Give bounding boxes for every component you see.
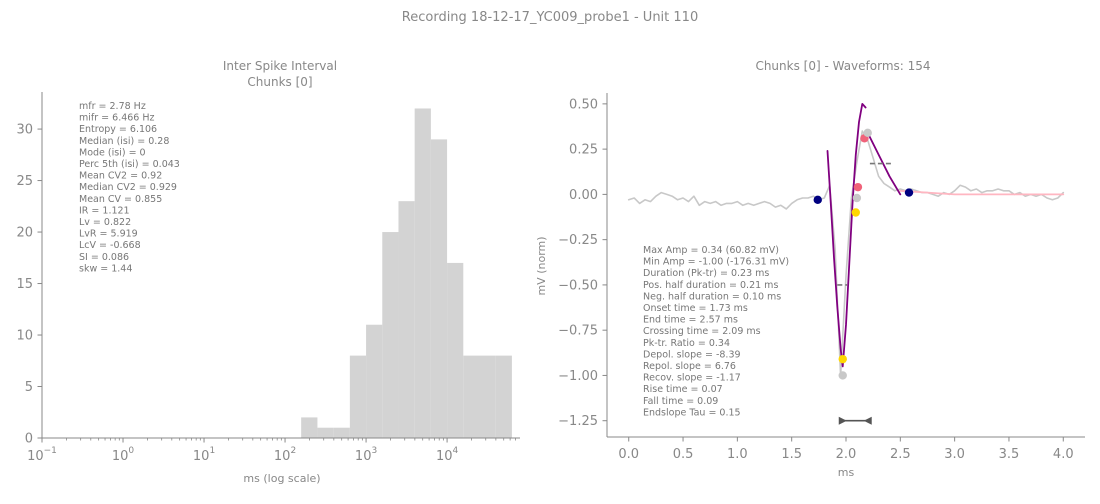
isi-bar [349,355,367,438]
waveform-stat-line: Fall time = 0.09 [643,396,718,407]
waveform-y-tick-label: 0.50 [569,97,598,112]
waveform-y-tick-label: −0.25 [558,233,598,248]
isi-bar [447,262,464,438]
depol-repol-fit-line [826,103,867,368]
figure-title: Recording 18-12-17_YC009_probe1 - Unit 1… [402,10,698,25]
isi-stat-line: SI = 0.086 [79,252,129,263]
duration-bar-right-cap [863,416,872,425]
waveform-x-tick-label: 1.0 [727,447,748,462]
isi-bar [366,324,383,438]
waveform-stat-line: Repol. slope = 6.76 [643,361,736,372]
isi-bar [333,427,350,438]
waveform-y-axis-label: mV (norm) [535,236,548,295]
waveform-title: Chunks [0] - Waveforms: 154 [755,59,930,73]
waveform-x-tick-label: 4.0 [1053,447,1074,462]
isi-stat-line: LvR = 5.919 [79,229,138,240]
waveform-x-tick-label: 3.0 [944,447,965,462]
isi-stat-line: Perc 5th (isi) = 0.043 [79,159,180,170]
waveform-chart: Chunks [0] - Waveforms: 154 ms mV (norm)… [535,59,1085,479]
isi-stat-line: mfr = 2.78 Hz [79,101,146,112]
waveform-stat-line: Max Amp = 0.34 (60.82 mV) [643,245,779,256]
waveform-stat-line: Neg. half duration = 0.10 ms [643,291,781,302]
waveform-stat-line: Min Amp = -1.00 (-176.31 mV) [643,257,789,268]
isi-stat-line: skw = 1.44 [79,263,132,274]
waveform-x-axis-label: ms [838,466,855,479]
isi-y-tick-label: 0 [25,432,33,447]
isi-x-axis-label: ms (log scale) [243,472,320,485]
waveform-stat-line: End time = 2.57 ms [643,315,738,326]
waveform-stat-line: Endslope Tau = 0.15 [643,407,741,418]
isi-x-tick-label: 103 [355,446,377,464]
isi-stat-line: Median CV2 = 0.929 [79,182,177,193]
isi-x-tick-label: 10−1 [27,446,57,464]
isi-y-tick-label: 20 [16,226,33,241]
waveform-stat-line: Pos. half duration = 0.21 ms [643,280,778,291]
feature-point [852,193,862,203]
isi-bar [479,355,496,438]
isi-stat-line: IR = 1.121 [79,205,130,216]
isi-bar [495,355,512,438]
isi-x-tick-label: 100 [112,446,135,464]
waveform-x-tick-label: 3.5 [999,447,1020,462]
isi-stat-line: Mean CV2 = 0.92 [79,171,162,182]
waveform-trace [627,130,1065,377]
feature-point [838,354,847,364]
isi-histogram-chart: Inter Spike Interval Chunks [0] ms (log … [16,59,520,485]
waveform-stat-line: Depol. slope = -8.39 [643,349,741,360]
isi-bar [382,232,399,438]
isi-x-tick-label: 102 [274,446,296,464]
isi-stat-line: Median (isi) = 0.28 [79,136,169,147]
waveform-x-tick-label: 2.0 [836,447,857,462]
isi-stat-line: LcV = -0.668 [79,240,141,251]
waveform-y-tick-label: −0.75 [558,324,598,339]
endslope-fit-line [899,189,1065,196]
isi-y-tick-label: 15 [16,277,33,292]
recovery-fit-line [866,131,902,196]
isi-bar [414,108,431,438]
feature-point [853,182,863,192]
isi-bar [430,139,448,438]
feature-point [904,188,914,197]
feature-point [838,371,847,380]
isi-y-tick-label: 5 [25,380,33,395]
waveform-stat-line: Pk-tr. Ratio = 0.34 [643,338,730,349]
isi-title-line2: Chunks [0] [247,75,312,89]
isi-x-tick-label: 101 [193,446,215,464]
isi-title-line1: Inter Spike Interval [223,59,337,73]
isi-stat-line: Mode (isi) = 0 [79,147,146,158]
waveform-x-tick-label: 1.5 [781,447,802,462]
isi-stat-line: Mean CV = 0.855 [79,194,162,205]
isi-y-tick-label: 30 [16,123,33,138]
isi-bar [398,201,415,438]
waveform-y-tick-label: 0.00 [569,188,598,203]
waveform-stat-line: Rise time = 0.07 [643,384,723,395]
waveform-stat-line: Duration (Pk-tr) = 0.23 ms [643,268,769,279]
feature-point [863,128,872,138]
isi-bar [463,355,480,438]
waveform-y-tick-label: −1.00 [558,369,598,384]
waveform-x-tick-label: 0.5 [673,447,694,462]
waveform-y-tick-label: −0.50 [558,278,598,293]
isi-stat-line: mifr = 6.466 Hz [79,113,155,124]
isi-stat-line: Entropy = 6.106 [79,124,157,135]
isi-stat-line: Lv = 0.822 [79,217,131,228]
waveform-stat-line: Recov. slope = -1.17 [643,373,741,384]
isi-bar [317,427,334,438]
duration-bar-left-cap [838,416,847,425]
isi-y-tick-label: 25 [16,174,33,189]
waveform-y-tick-label: −1.25 [558,414,598,429]
isi-bar [301,417,318,438]
waveform-stat-line: Crossing time = 2.09 ms [643,326,761,337]
waveform-x-tick-label: 0.0 [618,447,639,462]
feature-point [813,195,822,205]
isi-x-tick-label: 104 [436,446,459,464]
waveform-x-tick-label: 2.5 [890,447,911,462]
waveform-y-tick-label: 0.25 [569,143,598,158]
feature-point [851,208,860,217]
isi-y-tick-label: 10 [16,329,33,344]
waveform-stat-line: Onset time = 1.73 ms [643,303,748,314]
